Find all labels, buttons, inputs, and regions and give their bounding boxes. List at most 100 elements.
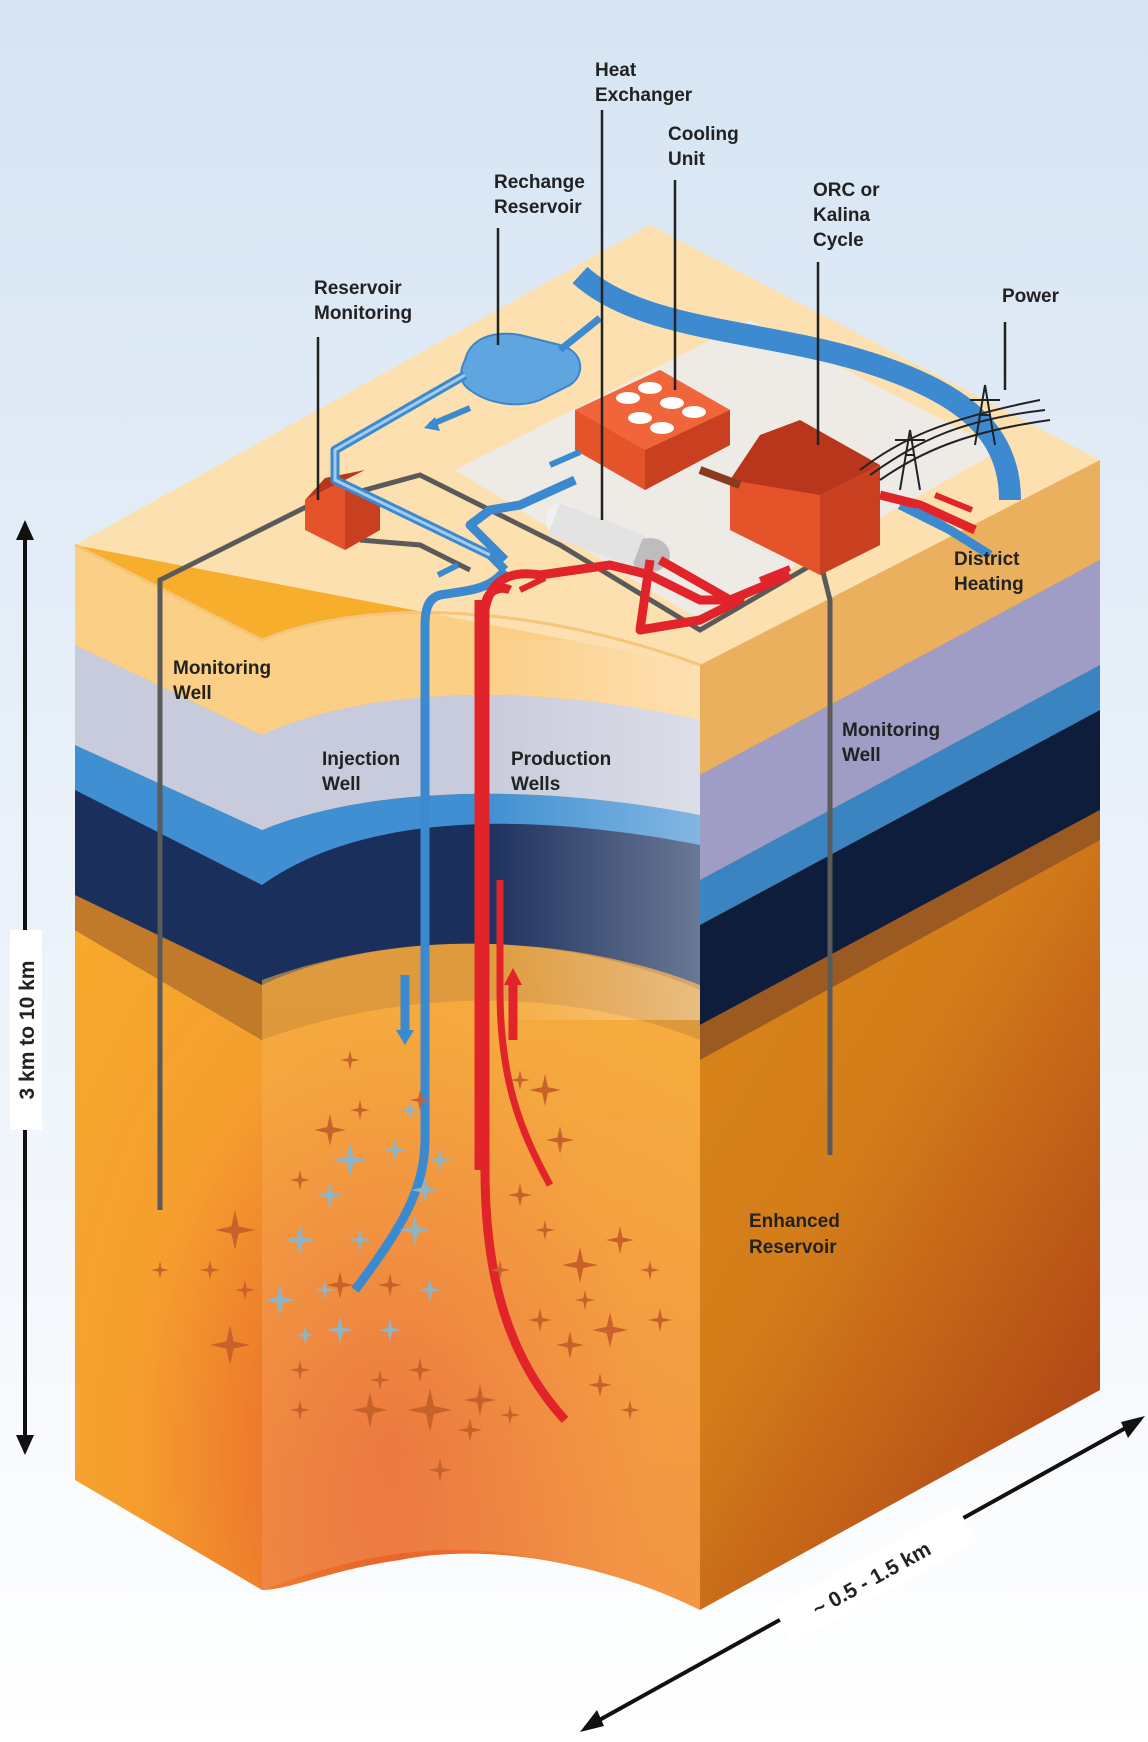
fracture-sparkle	[316, 1181, 344, 1209]
fracture-sparkle	[408, 1388, 452, 1432]
cooling-unit	[575, 370, 730, 490]
monitoring-well-left-line-2: Well	[173, 683, 212, 704]
fracture-sparkle	[490, 1260, 510, 1280]
fracture-sparkle	[210, 1325, 250, 1365]
surface-edge	[74, 543, 701, 667]
fracture-sparkle	[510, 1070, 530, 1090]
district-heating-line-1: District	[954, 549, 1020, 570]
fracture-sparkle	[508, 1183, 532, 1207]
enhanced-reservoir-line-2: Reservoir	[749, 1237, 837, 1258]
fracture-sparkle	[410, 1090, 430, 1110]
fracture-sparkle	[332, 1142, 368, 1178]
fracture-sparkle	[575, 1290, 595, 1310]
fracture-sparkle	[284, 1224, 316, 1256]
production-wells-line-2: Wells	[511, 774, 560, 795]
fracture-sparkle	[399, 1214, 431, 1246]
label-recharge-reservoir: Rechange Reservoir	[494, 172, 585, 218]
fracture-sparkle	[400, 1100, 420, 1120]
fracture-sparkle	[592, 1312, 628, 1348]
strata-fade	[480, 640, 700, 1020]
label-heat-exchanger: Heat Exchanger	[595, 60, 693, 106]
cooling-unit-line-2: Unit	[668, 149, 706, 170]
fracture-sparkle	[556, 1331, 584, 1359]
orc-line-2: Kalina	[813, 205, 870, 226]
front-face-strata	[75, 545, 700, 1610]
production-well-main	[480, 610, 569, 1424]
fracture-sparkle	[200, 1260, 220, 1280]
monitoring-well-right-line-1: Monitoring	[842, 720, 940, 741]
orc-building	[730, 420, 880, 575]
label-injection-well: Injection Well	[322, 749, 400, 795]
fracture-sparkle	[348, 1228, 372, 1252]
fracture-sparkle	[620, 1400, 640, 1420]
fracture-sparkle	[606, 1226, 634, 1254]
power-lines	[859, 384, 1051, 491]
label-cooling-unit: Cooling Unit	[668, 124, 739, 170]
label-production-wells: Production Wells	[511, 749, 611, 795]
label-enhanced-reservoir: Enhanced Reservoir	[749, 1211, 840, 1258]
fracture-sparkles	[151, 1050, 672, 1482]
fracture-sparkle	[326, 1316, 354, 1344]
fracture-sparkle	[340, 1050, 360, 1070]
fracture-sparkle	[290, 1360, 310, 1380]
heat-exchanger-line-2: Exchanger	[595, 85, 693, 106]
leader-lines	[316, 110, 1007, 520]
depth-label: 3 km to 10 km	[16, 961, 39, 1100]
lavender-band-side	[700, 560, 1100, 880]
label-district-heating: District Heating	[954, 549, 1024, 595]
label-power: Power	[1002, 286, 1060, 307]
district-heating-line-2: Heating	[954, 574, 1024, 595]
brown-band-side	[700, 810, 1100, 1060]
orc-line-1: ORC or	[813, 180, 880, 201]
fracture-sparkle	[378, 1273, 402, 1297]
monitoring-lines	[157, 472, 833, 1210]
depth-label-bg	[10, 930, 42, 1130]
fracture-sparkle	[648, 1308, 672, 1332]
fracture-sparkle	[326, 1271, 354, 1299]
reservoir-monitoring-line-1: Reservoir	[314, 278, 402, 299]
fracture-sparkle	[408, 1358, 432, 1382]
monitoring-well-right-line-2: Well	[842, 745, 881, 766]
flow-arrows	[396, 405, 974, 1045]
fracture-sparkle	[640, 1260, 660, 1280]
cutaway-column	[262, 943, 700, 1610]
fracture-sparkle	[290, 1170, 310, 1190]
production-well-branch	[496, 880, 554, 1187]
fracture-sparkle	[383, 1138, 407, 1162]
label-reservoir-monitoring: Reservoir Monitoring	[314, 278, 412, 324]
fracture-sparkle	[378, 1318, 402, 1342]
fracture-sparkle	[264, 1284, 296, 1316]
label-orc-kalina: ORC or Kalina Cycle	[813, 180, 880, 251]
fracture-sparkle	[350, 1100, 370, 1120]
fracture-sparkle	[315, 1280, 335, 1300]
fracture-sparkle	[314, 1114, 346, 1146]
dark-band-side	[700, 710, 1100, 1025]
injection-well-line-2: Well	[322, 774, 361, 795]
fracture-sparkle	[235, 1280, 255, 1300]
injection-surface-highlight	[333, 373, 491, 557]
sand-band-side	[700, 460, 1100, 775]
injection-well-line-1: Injection	[322, 749, 400, 770]
fracture-sparkle	[562, 1247, 598, 1283]
fracture-sparkle	[215, 1210, 255, 1250]
fracture-sparkle	[588, 1373, 612, 1397]
fracture-sparkle	[295, 1325, 315, 1345]
enhanced-reservoir-line-1: Enhanced	[749, 1211, 840, 1232]
blue-band-front	[75, 745, 700, 885]
injection-well	[351, 625, 430, 1293]
cooling-unit-line-1: Cooling	[668, 124, 739, 145]
power-line-1: Power	[1002, 286, 1060, 307]
fracture-sparkle	[290, 1400, 310, 1420]
pond-river-pipe	[557, 315, 603, 353]
fracture-sparkle	[546, 1126, 574, 1154]
width-label-bg	[773, 1506, 977, 1644]
recharge-reservoir-line-1: Rechange	[494, 172, 585, 193]
label-monitoring-well-right: Monitoring Well	[842, 720, 940, 766]
fracture-sparkle	[535, 1220, 555, 1240]
heat-exchanger-line-1: Heat	[595, 60, 637, 81]
recharge-reservoir-line-2: Reservoir	[494, 197, 582, 218]
fracture-sparkle	[428, 1148, 452, 1172]
fracture-sparkle	[500, 1405, 520, 1425]
